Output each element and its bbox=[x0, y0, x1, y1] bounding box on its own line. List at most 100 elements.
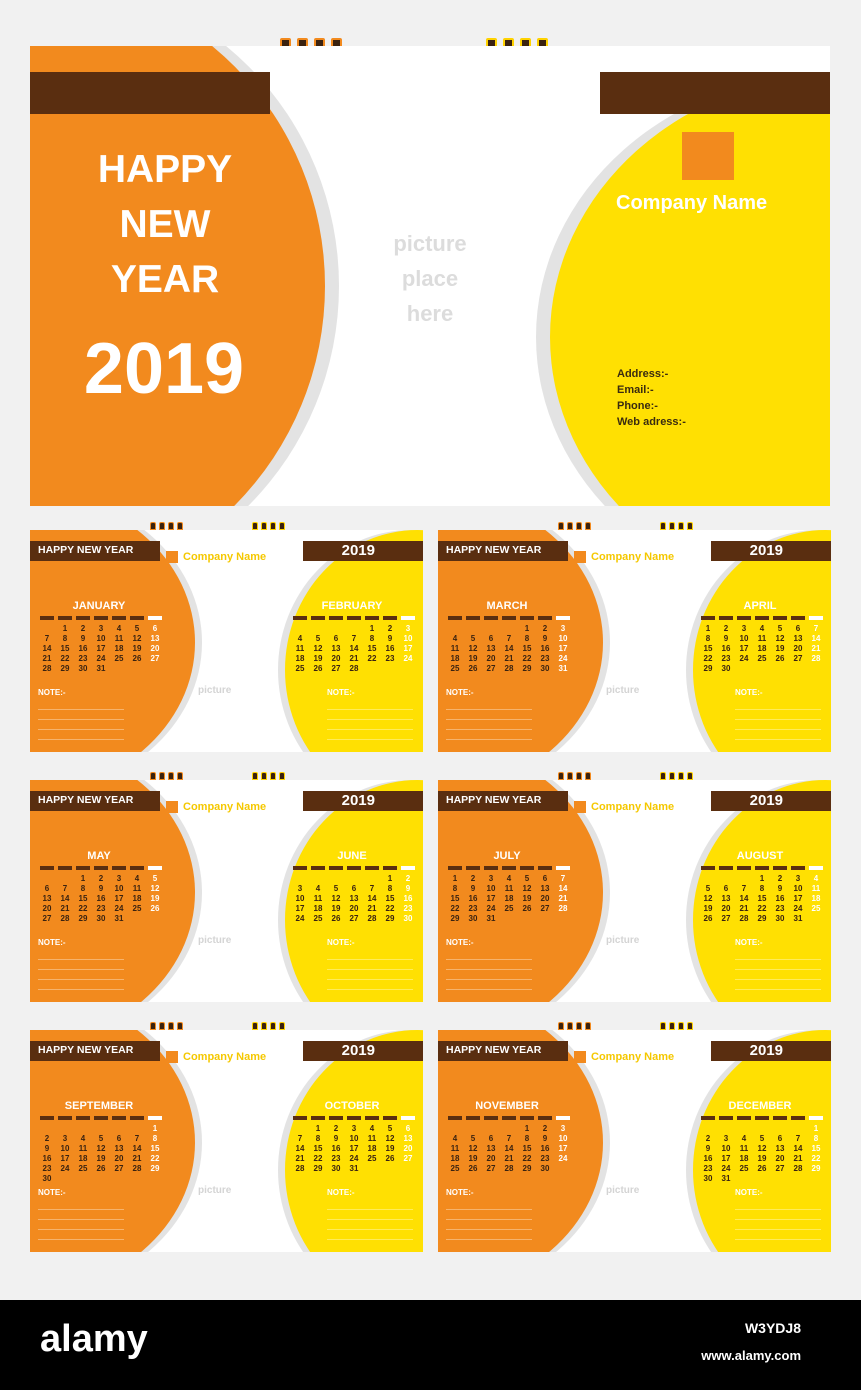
weekday-header bbox=[329, 616, 343, 620]
weekday-header bbox=[293, 866, 307, 870]
orange-circle bbox=[30, 46, 325, 506]
day-cell: 24 bbox=[486, 904, 496, 913]
day-cell: 16 bbox=[703, 1154, 713, 1163]
panel-headline: HAPPY NEW YEAR bbox=[38, 794, 134, 806]
note-lines bbox=[446, 1200, 532, 1244]
day-cell: 28 bbox=[811, 654, 821, 663]
note-label: NOTE:- bbox=[735, 938, 763, 947]
month-title: OCTOBER bbox=[324, 1100, 380, 1112]
month-title: NOVEMBER bbox=[475, 1100, 539, 1112]
day-cell: 26 bbox=[132, 654, 142, 663]
note-label: NOTE:- bbox=[38, 688, 66, 697]
day-cell: 12 bbox=[150, 884, 160, 893]
empty-cell bbox=[717, 1124, 735, 1134]
day-cell: 6 bbox=[488, 1134, 494, 1143]
day-cell: 27 bbox=[349, 914, 359, 923]
day-cell: 24 bbox=[295, 914, 305, 923]
day-cell: 13 bbox=[331, 644, 341, 653]
empty-cell bbox=[56, 874, 74, 884]
day-cell: 12 bbox=[313, 644, 323, 653]
note-label: NOTE:- bbox=[327, 1188, 355, 1197]
day-cell: 13 bbox=[486, 1144, 496, 1153]
day-cell: 23 bbox=[468, 904, 478, 913]
note-lines bbox=[446, 950, 532, 994]
day-cell: 18 bbox=[757, 644, 767, 653]
day-cell: 15 bbox=[522, 644, 532, 653]
day-cell: 3 bbox=[351, 1124, 357, 1133]
picture-placeholder: picture bbox=[198, 685, 232, 696]
day-cell: 28 bbox=[739, 914, 749, 923]
day-cell: 25 bbox=[78, 1164, 88, 1173]
day-cell: 20 bbox=[721, 904, 731, 913]
weekday-header bbox=[365, 866, 379, 870]
day-cell: 6 bbox=[542, 874, 548, 883]
day-cell: 1 bbox=[80, 874, 86, 883]
day-cell: 17 bbox=[558, 1144, 568, 1153]
weekday-header bbox=[809, 866, 823, 870]
day-cell: 22 bbox=[60, 654, 70, 663]
weekday-header bbox=[365, 616, 379, 620]
day-cell: 18 bbox=[132, 894, 142, 903]
weekday-header bbox=[94, 616, 108, 620]
day-cell: 25 bbox=[367, 1154, 377, 1163]
brown-bar-right bbox=[303, 541, 423, 561]
company-name: Company Name bbox=[591, 551, 675, 563]
day-cell: 29 bbox=[60, 664, 70, 673]
weekday-header bbox=[484, 1116, 498, 1120]
day-cell: 28 bbox=[349, 664, 359, 673]
day-cell: 16 bbox=[96, 894, 106, 903]
day-cell: 22 bbox=[313, 1154, 323, 1163]
day-cell: 6 bbox=[488, 634, 494, 643]
orange-circle bbox=[438, 530, 603, 752]
day-cell: 18 bbox=[450, 1154, 460, 1163]
brown-bar-left bbox=[30, 541, 160, 561]
weekday-header bbox=[58, 866, 72, 870]
day-cell: 13 bbox=[42, 894, 52, 903]
day-cell: 15 bbox=[522, 1144, 532, 1153]
day-cell: 11 bbox=[367, 1134, 377, 1143]
day-cell: 10 bbox=[486, 884, 496, 893]
weekday-header bbox=[401, 1116, 415, 1120]
day-cell: 25 bbox=[811, 904, 821, 913]
day-cell: 4 bbox=[506, 874, 512, 883]
day-cell: 11 bbox=[295, 644, 305, 653]
day-cell: 3 bbox=[560, 624, 566, 633]
day-cell: 18 bbox=[295, 654, 305, 663]
day-cell: 5 bbox=[98, 1134, 104, 1143]
day-cell: 20 bbox=[150, 644, 160, 653]
day-cell: 18 bbox=[78, 1154, 88, 1163]
day-cell: 14 bbox=[349, 644, 359, 653]
weekday-header bbox=[401, 866, 415, 870]
day-cell: 28 bbox=[132, 1164, 142, 1173]
day-cell: 10 bbox=[96, 634, 106, 643]
panel-year: 2019 bbox=[341, 1042, 375, 1059]
day-cell: 27 bbox=[42, 914, 52, 923]
calendar-grid: 1 2 3 4 5 6 7 8 9 10 11 12 13 14 15 16 17 18 19 20 21 22 23 24 2… bbox=[446, 616, 572, 674]
day-cell: 19 bbox=[132, 644, 142, 653]
day-cell: 15 bbox=[385, 894, 395, 903]
weekday-header bbox=[76, 866, 90, 870]
day-cell: 30 bbox=[540, 1164, 550, 1173]
day-cell: 8 bbox=[387, 884, 393, 893]
day-cell: 13 bbox=[721, 894, 731, 903]
weekday-header bbox=[383, 866, 397, 870]
day-cell: 8 bbox=[524, 634, 530, 643]
logo-square bbox=[166, 1051, 178, 1063]
day-cell: 16 bbox=[540, 644, 550, 653]
logo-square bbox=[682, 132, 734, 180]
weekday-header bbox=[502, 866, 516, 870]
day-cell: 21 bbox=[811, 644, 821, 653]
day-cell: 22 bbox=[367, 654, 377, 663]
day-cell: 2 bbox=[98, 874, 104, 883]
day-cell: 8 bbox=[369, 634, 375, 643]
cover-page: HAPPY NEW YEAR 2019 picture place here C… bbox=[30, 46, 830, 506]
day-cell: 3 bbox=[741, 624, 747, 633]
empty-cell bbox=[717, 874, 735, 884]
empty-cell bbox=[345, 874, 363, 884]
day-cell: 26 bbox=[468, 664, 478, 673]
day-cell: 31 bbox=[114, 914, 124, 923]
day-cell: 14 bbox=[558, 884, 568, 893]
day-cell: 27 bbox=[150, 654, 160, 663]
brown-bar-left bbox=[438, 791, 568, 811]
day-cell: 28 bbox=[504, 664, 514, 673]
